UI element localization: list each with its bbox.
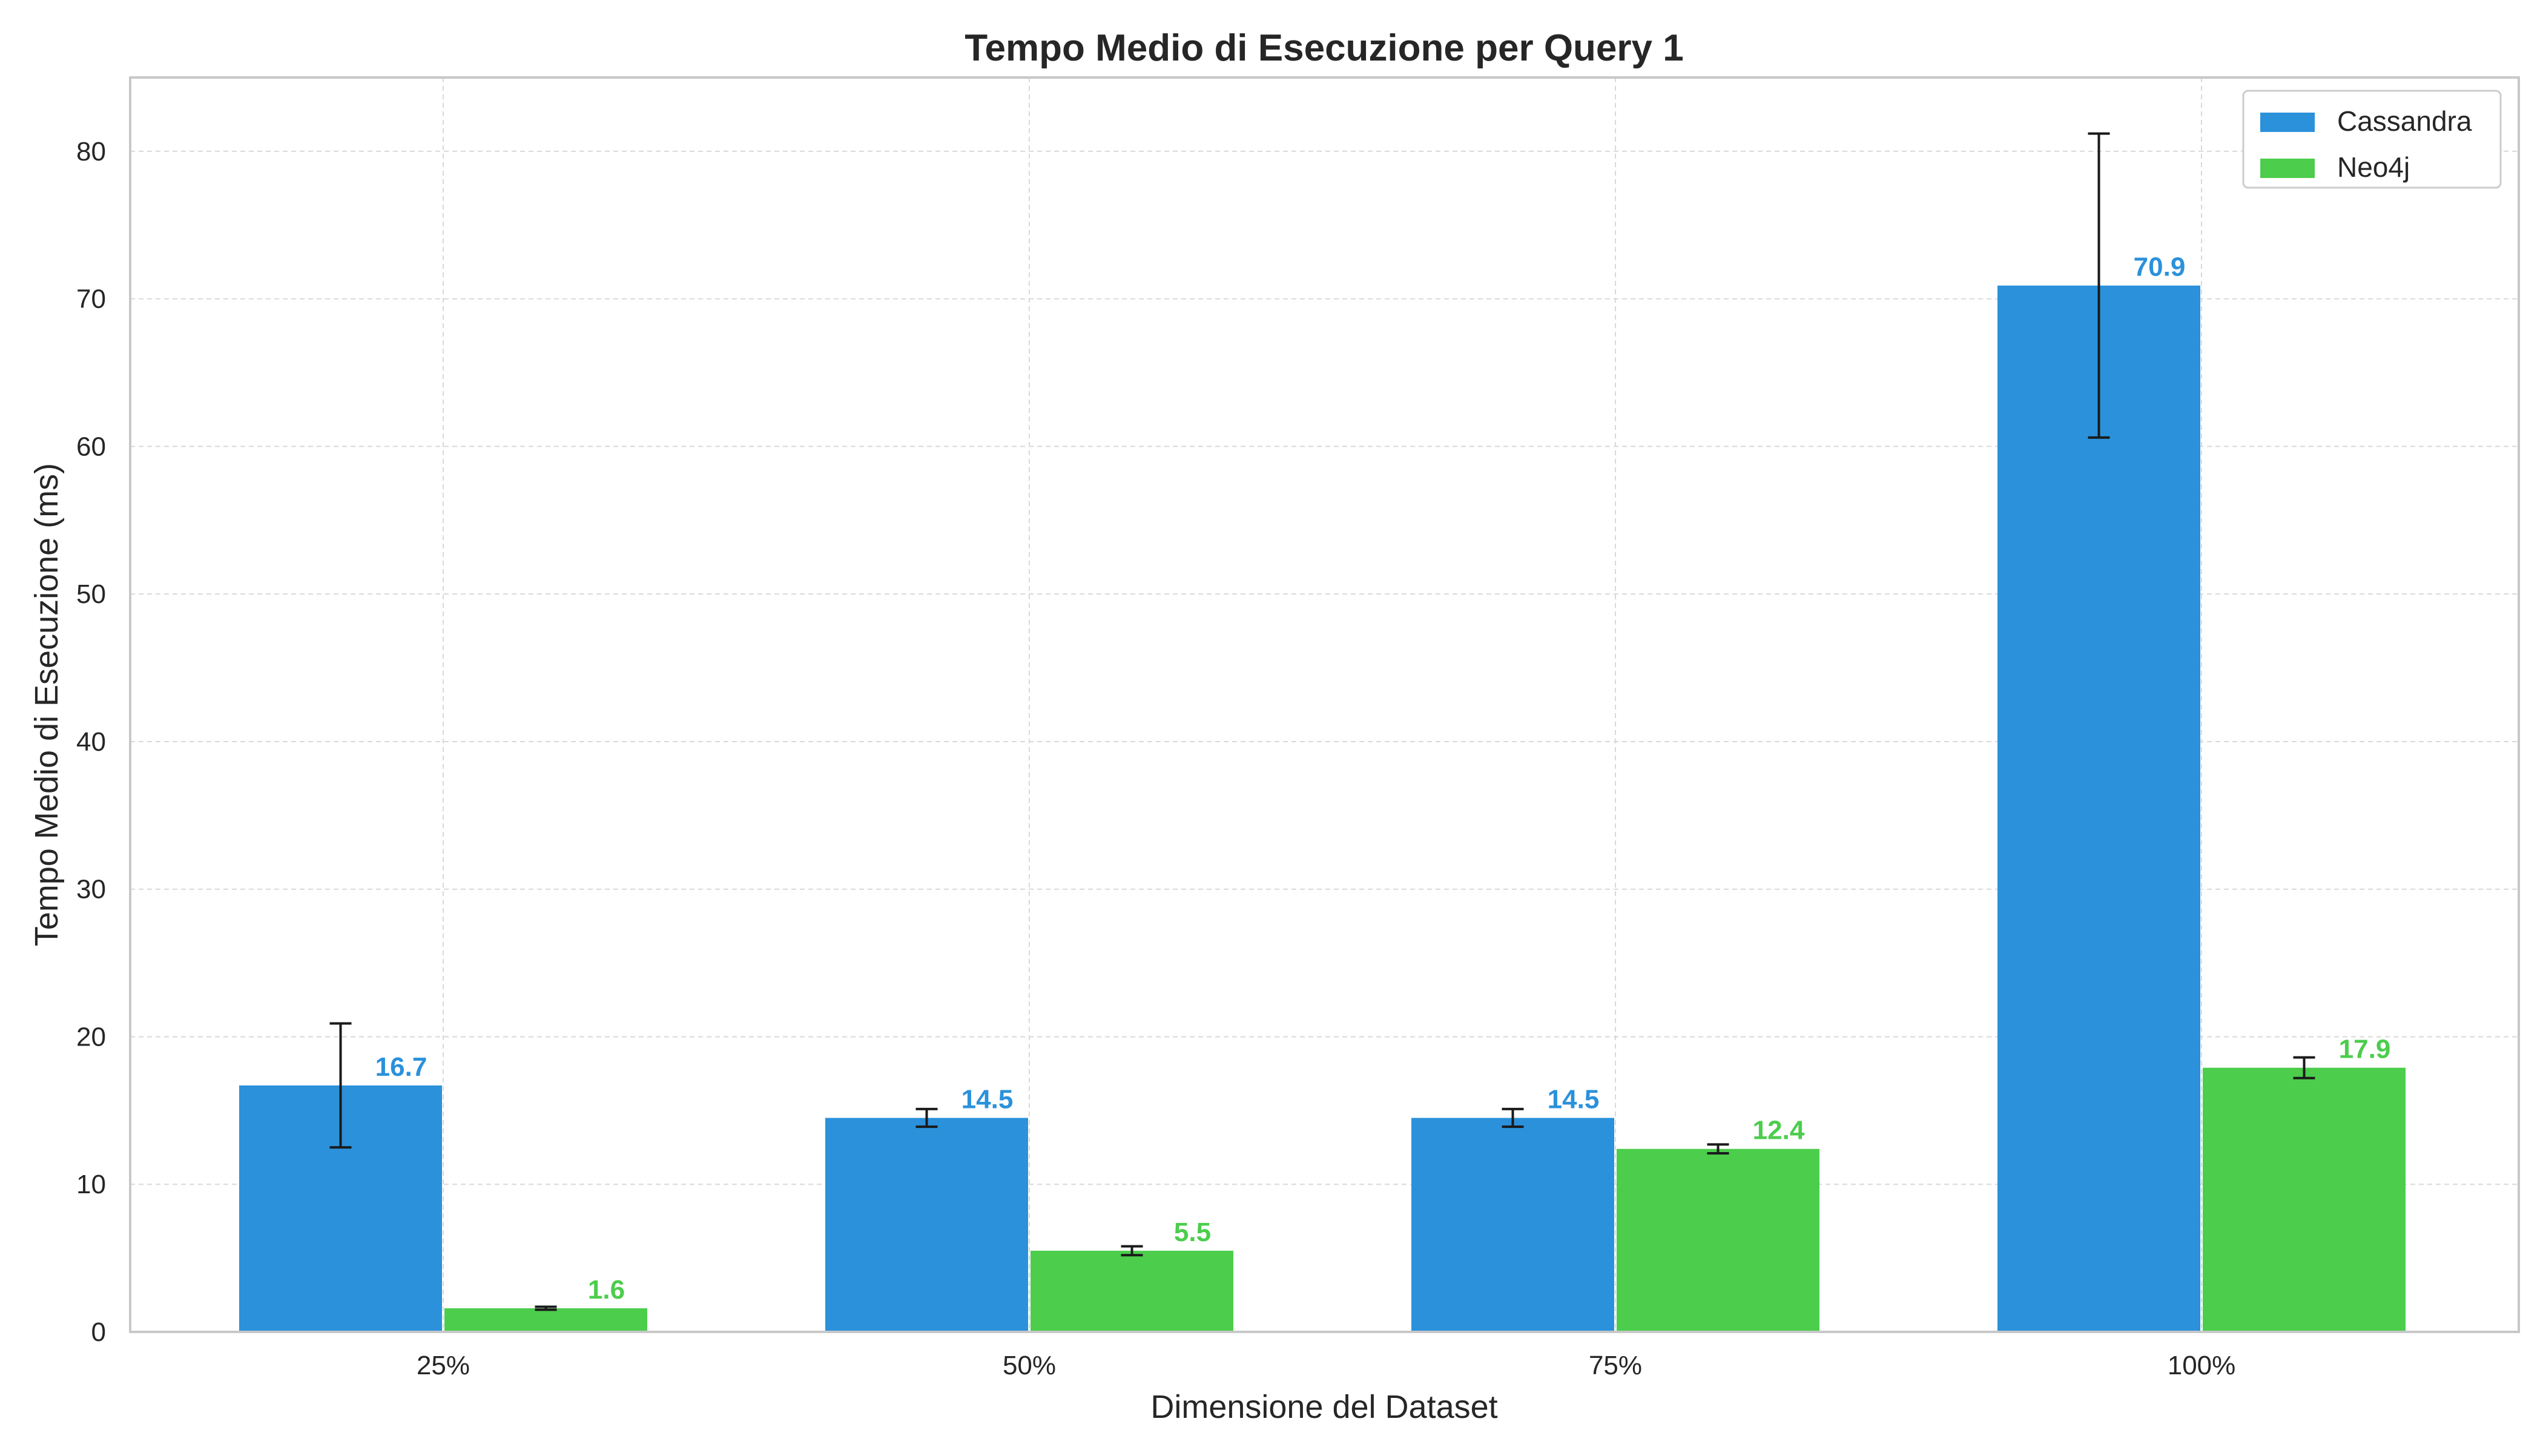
y-tick-label: 60 <box>76 432 106 461</box>
legend-swatch-cassandra <box>2260 113 2315 132</box>
bar-value-label: 70.9 <box>2134 252 2186 282</box>
x-tick-label: 75% <box>1589 1351 1642 1380</box>
plot-frame <box>129 76 2520 1333</box>
y-tick-label: 50 <box>76 579 106 609</box>
y-tick-label: 40 <box>76 727 106 757</box>
x-axis-label: Dimensione del Dataset <box>1150 1389 1497 1425</box>
y-tick-label: 0 <box>91 1317 106 1347</box>
bars-layer <box>239 285 2406 1332</box>
bar-cassandra <box>1997 285 2200 1332</box>
legend-label-cassandra: Cassandra <box>2337 105 2472 137</box>
bar-neo4j <box>444 1308 647 1332</box>
y-tick-label: 20 <box>76 1022 106 1052</box>
bar-value-label: 12.4 <box>1753 1116 1805 1145</box>
x-tick-label: 50% <box>1003 1351 1056 1380</box>
bar-neo4j <box>1617 1148 1819 1332</box>
bar-value-label: 14.5 <box>1548 1085 1600 1115</box>
bar-value-label: 5.5 <box>1174 1217 1211 1247</box>
legend-label-neo4j: Neo4j <box>2337 151 2410 183</box>
legend-swatch-neo4j <box>2260 159 2315 178</box>
bar-cassandra <box>1411 1118 1614 1332</box>
grid-layer <box>130 77 2519 1332</box>
y-tick-labels: 0 10 20 30 40 50 60 70 80 <box>76 137 106 1347</box>
error-bars-layer <box>329 132 2315 1311</box>
x-tick-label: 100% <box>2168 1351 2236 1380</box>
y-tick-label: 70 <box>76 285 106 314</box>
y-tick-label: 10 <box>76 1170 106 1199</box>
y-tick-label: 30 <box>76 875 106 904</box>
x-tick-labels: 25% 50% 75% 100% <box>417 1351 2235 1380</box>
bar-labels-layer: 16.7 1.6 14.5 5.5 14.5 12.4 70.9 17.9 <box>375 252 2391 1305</box>
x-tick-label: 25% <box>417 1351 470 1380</box>
bar-value-label: 1.6 <box>588 1275 625 1305</box>
bar-value-label: 14.5 <box>961 1085 1014 1115</box>
bar-neo4j <box>1031 1250 1233 1332</box>
legend: Cassandra Neo4j <box>2242 90 2502 189</box>
y-axis-label: Tempo Medio di Esecuzione (ms) <box>28 463 65 946</box>
bar-value-label: 16.7 <box>375 1052 427 1082</box>
y-tick-label: 80 <box>76 137 106 166</box>
bar-neo4j <box>2203 1067 2406 1332</box>
bar-value-label: 17.9 <box>2339 1035 2391 1064</box>
bar-cassandra <box>825 1118 1028 1332</box>
chart-title: Tempo Medio di Esecuzione per Query 1 <box>965 27 1683 69</box>
